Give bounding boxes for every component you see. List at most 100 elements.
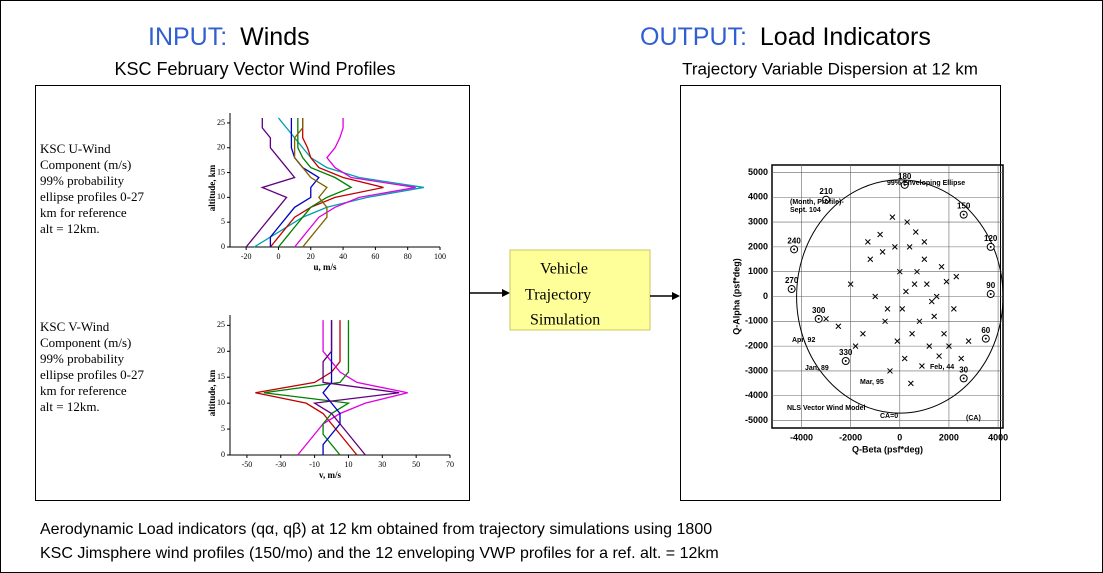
input-title: Winds: [240, 23, 309, 51]
input-label: INPUT:: [148, 23, 227, 51]
y-tick-label: 15: [217, 372, 225, 381]
scatter-point: [889, 214, 896, 220]
arrow-in-head: [502, 289, 510, 297]
wind-profile: [255, 320, 358, 456]
x-tick-label: -2000: [839, 432, 862, 442]
profile-point-dot: [962, 377, 965, 380]
y-tick-label: 10: [217, 398, 225, 407]
wind-profile: [269, 117, 384, 248]
y-tick-label: 25: [217, 118, 225, 127]
wind-profile: [297, 320, 408, 456]
x-axis-label: u, m/s: [313, 262, 337, 272]
profile-point-label: 210: [819, 187, 833, 196]
scatter-point: [901, 355, 908, 362]
wind-profile: [263, 320, 351, 456]
x-tick-label: -30: [275, 460, 286, 469]
scatter-point: [877, 231, 883, 238]
profile-point-label: 120: [984, 234, 998, 243]
output-title: Load Indicators: [760, 23, 931, 51]
y-tick-label: 15: [217, 167, 225, 176]
profile-point-label: 270: [785, 276, 799, 285]
profile-point-dot: [790, 288, 793, 291]
enveloping-ellipse: [796, 179, 1004, 414]
profile-point-dot: [962, 213, 965, 216]
profile-point-label: 300: [812, 306, 826, 315]
scatter-point: [892, 244, 898, 250]
plot-annotation: Jan, 89: [805, 365, 829, 372]
x-tick-label: -50: [242, 460, 253, 469]
panel-description: ellipse profiles 0-27: [40, 367, 144, 382]
x-tick-label: 10: [344, 460, 352, 469]
scatter-point: [965, 338, 972, 345]
wind-profile: [312, 320, 400, 456]
scatter-point: [928, 298, 935, 305]
x-tick-label: 20: [307, 252, 315, 261]
scatter-point: [923, 281, 930, 287]
scatter-point: [903, 288, 909, 295]
profile-point-label: 150: [957, 202, 971, 211]
scatter-point: [872, 293, 879, 300]
y-tick-label: 25: [217, 320, 225, 329]
y-tick-label: -3000: [745, 365, 768, 375]
scatter-point: [860, 330, 866, 337]
profile-point-label: 180: [898, 172, 912, 181]
scatter-point: [835, 323, 842, 330]
output-panel: [680, 85, 1001, 501]
panel-description: KSC V-Wind: [40, 319, 110, 334]
y-tick-label: 20: [217, 346, 225, 355]
profile-point-dot: [844, 360, 847, 363]
input-panel: [35, 85, 470, 501]
panel-description: km for reference: [40, 205, 127, 220]
plot-annotation: 99% Enveloping Ellipse: [887, 180, 965, 187]
scatter-point: [882, 318, 888, 325]
scatter-point: [904, 219, 911, 225]
scatter-point: [823, 315, 829, 322]
x-tick-label: 40: [339, 252, 347, 261]
x-tick-label: 0: [276, 252, 280, 261]
panel-description: ellipse profiles 0-27: [40, 189, 144, 204]
plot-annotation: Feb, 44: [930, 364, 954, 371]
y-tick-label: 3000: [748, 216, 768, 226]
x-tick-label: 2000: [939, 432, 959, 442]
y-tick-label: 0: [221, 450, 225, 459]
caption-line: Aerodynamic Load indicators (qα, qβ) at …: [40, 521, 712, 538]
panel-description: km for reference: [40, 383, 127, 398]
profile-point-dot: [817, 317, 820, 320]
wind-profile: [293, 117, 328, 248]
y-axis-label: altitude, km: [207, 369, 217, 416]
scatter-point: [950, 306, 957, 312]
input-subtitle: KSC February Vector Wind Profiles: [114, 59, 395, 79]
plot-annotation: (Month, Profile)-: [790, 199, 844, 206]
scatter-point: [879, 248, 886, 255]
scatter-point: [953, 273, 960, 280]
profile-point-dot: [825, 198, 828, 201]
y-tick-label: 0: [221, 242, 225, 251]
scatter-point: [921, 239, 928, 245]
plot-annotation: CA=0: [880, 413, 898, 420]
scatter-point: [946, 343, 952, 349]
scatter-point: [847, 281, 854, 287]
scatter-point: [912, 229, 919, 235]
x-tick-label: 4000: [988, 432, 1008, 442]
caption-line: KSC Jimsphere wind profiles (150/mo) and…: [40, 545, 719, 562]
panel-description: 99% probability: [40, 173, 125, 188]
input-heading: INPUT: Winds: [148, 23, 310, 51]
wind-profile: [253, 117, 424, 248]
scatter-point: [909, 330, 915, 337]
output-heading: OUTPUT: Load Indicators: [640, 23, 931, 51]
y-tick-label: -4000: [745, 390, 768, 400]
profile-point-label: 60: [981, 326, 990, 335]
y-tick-label: 20: [217, 143, 225, 152]
scatter-point: [899, 306, 906, 312]
scatter-point: [894, 338, 901, 345]
scatter-point: [864, 239, 871, 245]
y-tick-label: -5000: [745, 415, 768, 425]
panel-description: alt = 12km.: [40, 399, 100, 414]
process-line: Vehicle: [540, 261, 588, 278]
scatter-point: [941, 330, 947, 337]
y-tick-label: 5: [221, 424, 225, 433]
profile-point-label: 30: [959, 365, 968, 374]
x-tick-label: -20: [241, 252, 252, 261]
y-tick-label: -2000: [745, 340, 768, 350]
